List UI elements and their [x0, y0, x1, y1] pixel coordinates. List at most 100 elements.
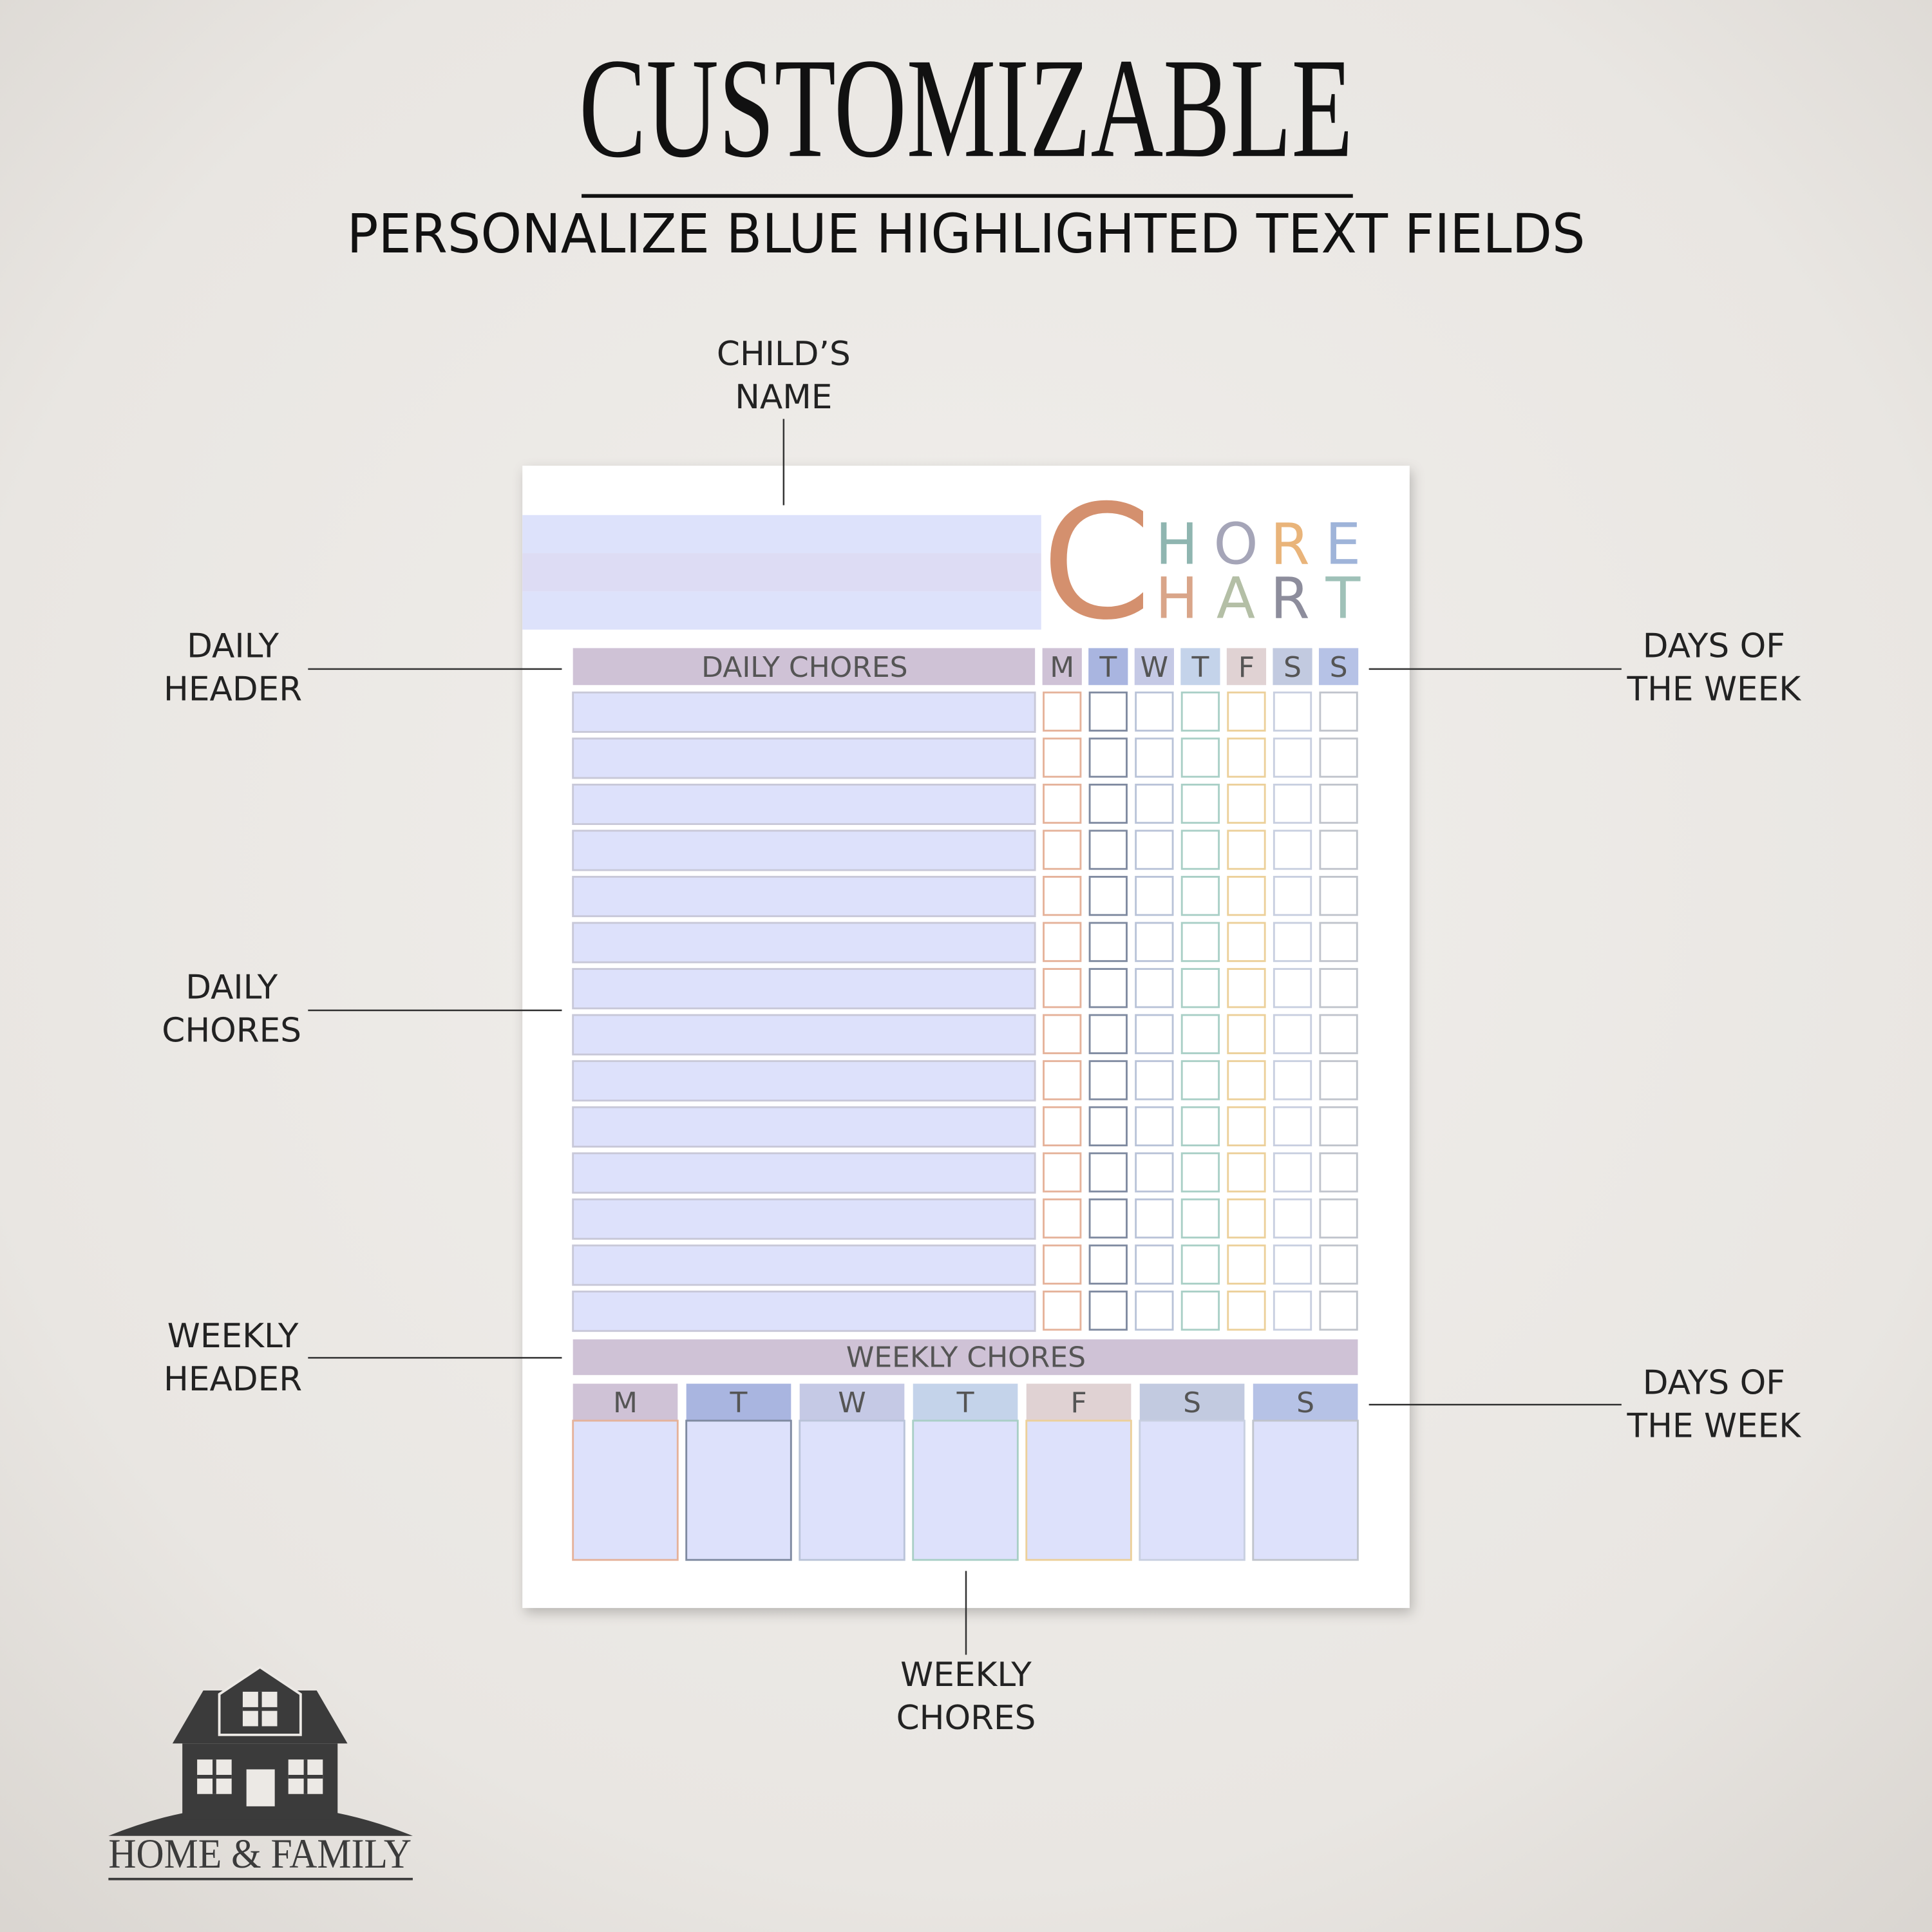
checkbox — [1319, 783, 1358, 824]
checkbox — [1319, 691, 1358, 732]
checkbox — [1043, 1152, 1082, 1193]
checkbox — [1319, 876, 1358, 916]
checkbox — [1319, 829, 1358, 870]
checkbox — [1319, 1014, 1358, 1054]
weekly-day-label: M — [613, 1387, 638, 1419]
day-label: T — [1099, 651, 1117, 684]
checkbox — [1319, 1106, 1358, 1147]
checkbox — [1043, 1198, 1082, 1239]
callout-label: HEADER — [164, 1360, 302, 1399]
chore-field — [572, 1060, 1036, 1102]
checkbox — [1135, 968, 1174, 1009]
callout-label: DAYS OF — [1643, 1364, 1785, 1403]
chore-field — [572, 1152, 1036, 1194]
checkbox — [1180, 1244, 1220, 1285]
weekly-header: WEEKLY CHORES — [846, 1341, 1086, 1374]
checkbox — [1180, 783, 1220, 824]
callout-label: HEADER — [164, 670, 302, 708]
checkbox — [1227, 1014, 1266, 1054]
weekly-day-label: T — [956, 1387, 974, 1419]
name-field — [522, 515, 1041, 554]
logo-letter: O — [1213, 511, 1258, 577]
checkbox — [1319, 968, 1358, 1009]
checkbox — [1088, 968, 1128, 1009]
checkbox — [1088, 691, 1128, 732]
name-field — [522, 553, 1041, 592]
callout-label: WEEKLY — [167, 1317, 299, 1356]
checkbox — [1088, 1060, 1128, 1101]
day-label: S — [1330, 651, 1348, 684]
checkbox — [1135, 1014, 1174, 1054]
checkbox — [1227, 1106, 1266, 1147]
checkbox — [1180, 1291, 1220, 1331]
checkbox — [1043, 922, 1082, 962]
checkbox — [1088, 1106, 1128, 1147]
chore-field — [572, 876, 1036, 918]
chore-field — [572, 737, 1036, 779]
checkbox — [1319, 922, 1358, 962]
callout-label: NAME — [735, 378, 832, 417]
checkbox — [1043, 691, 1082, 732]
logo-letter: T — [1325, 565, 1361, 632]
chore-field — [572, 1244, 1036, 1286]
logo-letter: A — [1217, 565, 1255, 632]
logo-letter: R — [1271, 565, 1310, 632]
weekly-day-header — [1253, 1383, 1358, 1421]
chore-field — [572, 922, 1036, 963]
checkbox — [1135, 1060, 1174, 1101]
checkbox — [1273, 1244, 1312, 1285]
weekly-day-label: S — [1296, 1387, 1314, 1419]
checkbox — [1088, 1152, 1128, 1193]
weekly-header-bar — [573, 1339, 1358, 1376]
checkbox — [1135, 829, 1174, 870]
checkbox — [1227, 737, 1266, 778]
day-label: M — [1050, 651, 1074, 684]
weekly-day-label: F — [1070, 1387, 1086, 1419]
day-label: F — [1238, 651, 1255, 684]
checkbox — [1180, 737, 1220, 778]
weekly-day-header — [573, 1383, 678, 1421]
chore-field — [572, 783, 1036, 826]
checkbox — [1227, 1060, 1266, 1101]
weekly-chore-field — [1139, 1419, 1245, 1561]
logo-letter: H — [1155, 511, 1198, 577]
checkbox — [1319, 1291, 1358, 1331]
checkbox — [1227, 783, 1266, 824]
checkbox — [1180, 691, 1220, 732]
weekly-day-label: S — [1183, 1387, 1201, 1419]
checkbox — [1273, 829, 1312, 870]
weekly-chore-field — [1252, 1419, 1359, 1561]
chore-field — [572, 968, 1036, 1010]
checkbox — [1273, 1106, 1312, 1147]
checkbox — [1227, 691, 1266, 732]
weekly-day-label: W — [838, 1387, 866, 1419]
weekly-day-header — [1026, 1383, 1132, 1421]
chore-field — [572, 1014, 1036, 1056]
checkbox — [1273, 1291, 1312, 1331]
chore-field — [572, 1198, 1036, 1240]
day-label: S — [1283, 651, 1302, 684]
daily-header-bar — [573, 648, 1036, 685]
checkbox — [1088, 1198, 1128, 1239]
callout-label: WEEKLY — [900, 1656, 1032, 1694]
checkbox — [1043, 1106, 1082, 1147]
checkbox — [1227, 876, 1266, 916]
checkbox — [1135, 1198, 1174, 1239]
checkbox — [1273, 1198, 1312, 1239]
checkbox — [1180, 1014, 1220, 1054]
day-header-cell — [1318, 648, 1359, 685]
checkbox — [1135, 691, 1174, 732]
callout-label: THE WEEK — [1627, 670, 1802, 708]
chore-field — [572, 1106, 1036, 1148]
checkbox — [1273, 783, 1312, 824]
weekly-chore-field — [1025, 1419, 1132, 1561]
checkbox — [1180, 922, 1220, 962]
weekly-day-header — [1139, 1383, 1245, 1421]
callout-label: CHILD’S — [717, 335, 851, 374]
checkbox — [1088, 783, 1128, 824]
checkbox — [1088, 876, 1128, 916]
weekly-day-header — [799, 1383, 905, 1421]
callout-label: THE WEEK — [1627, 1406, 1802, 1445]
checkbox — [1273, 691, 1312, 732]
